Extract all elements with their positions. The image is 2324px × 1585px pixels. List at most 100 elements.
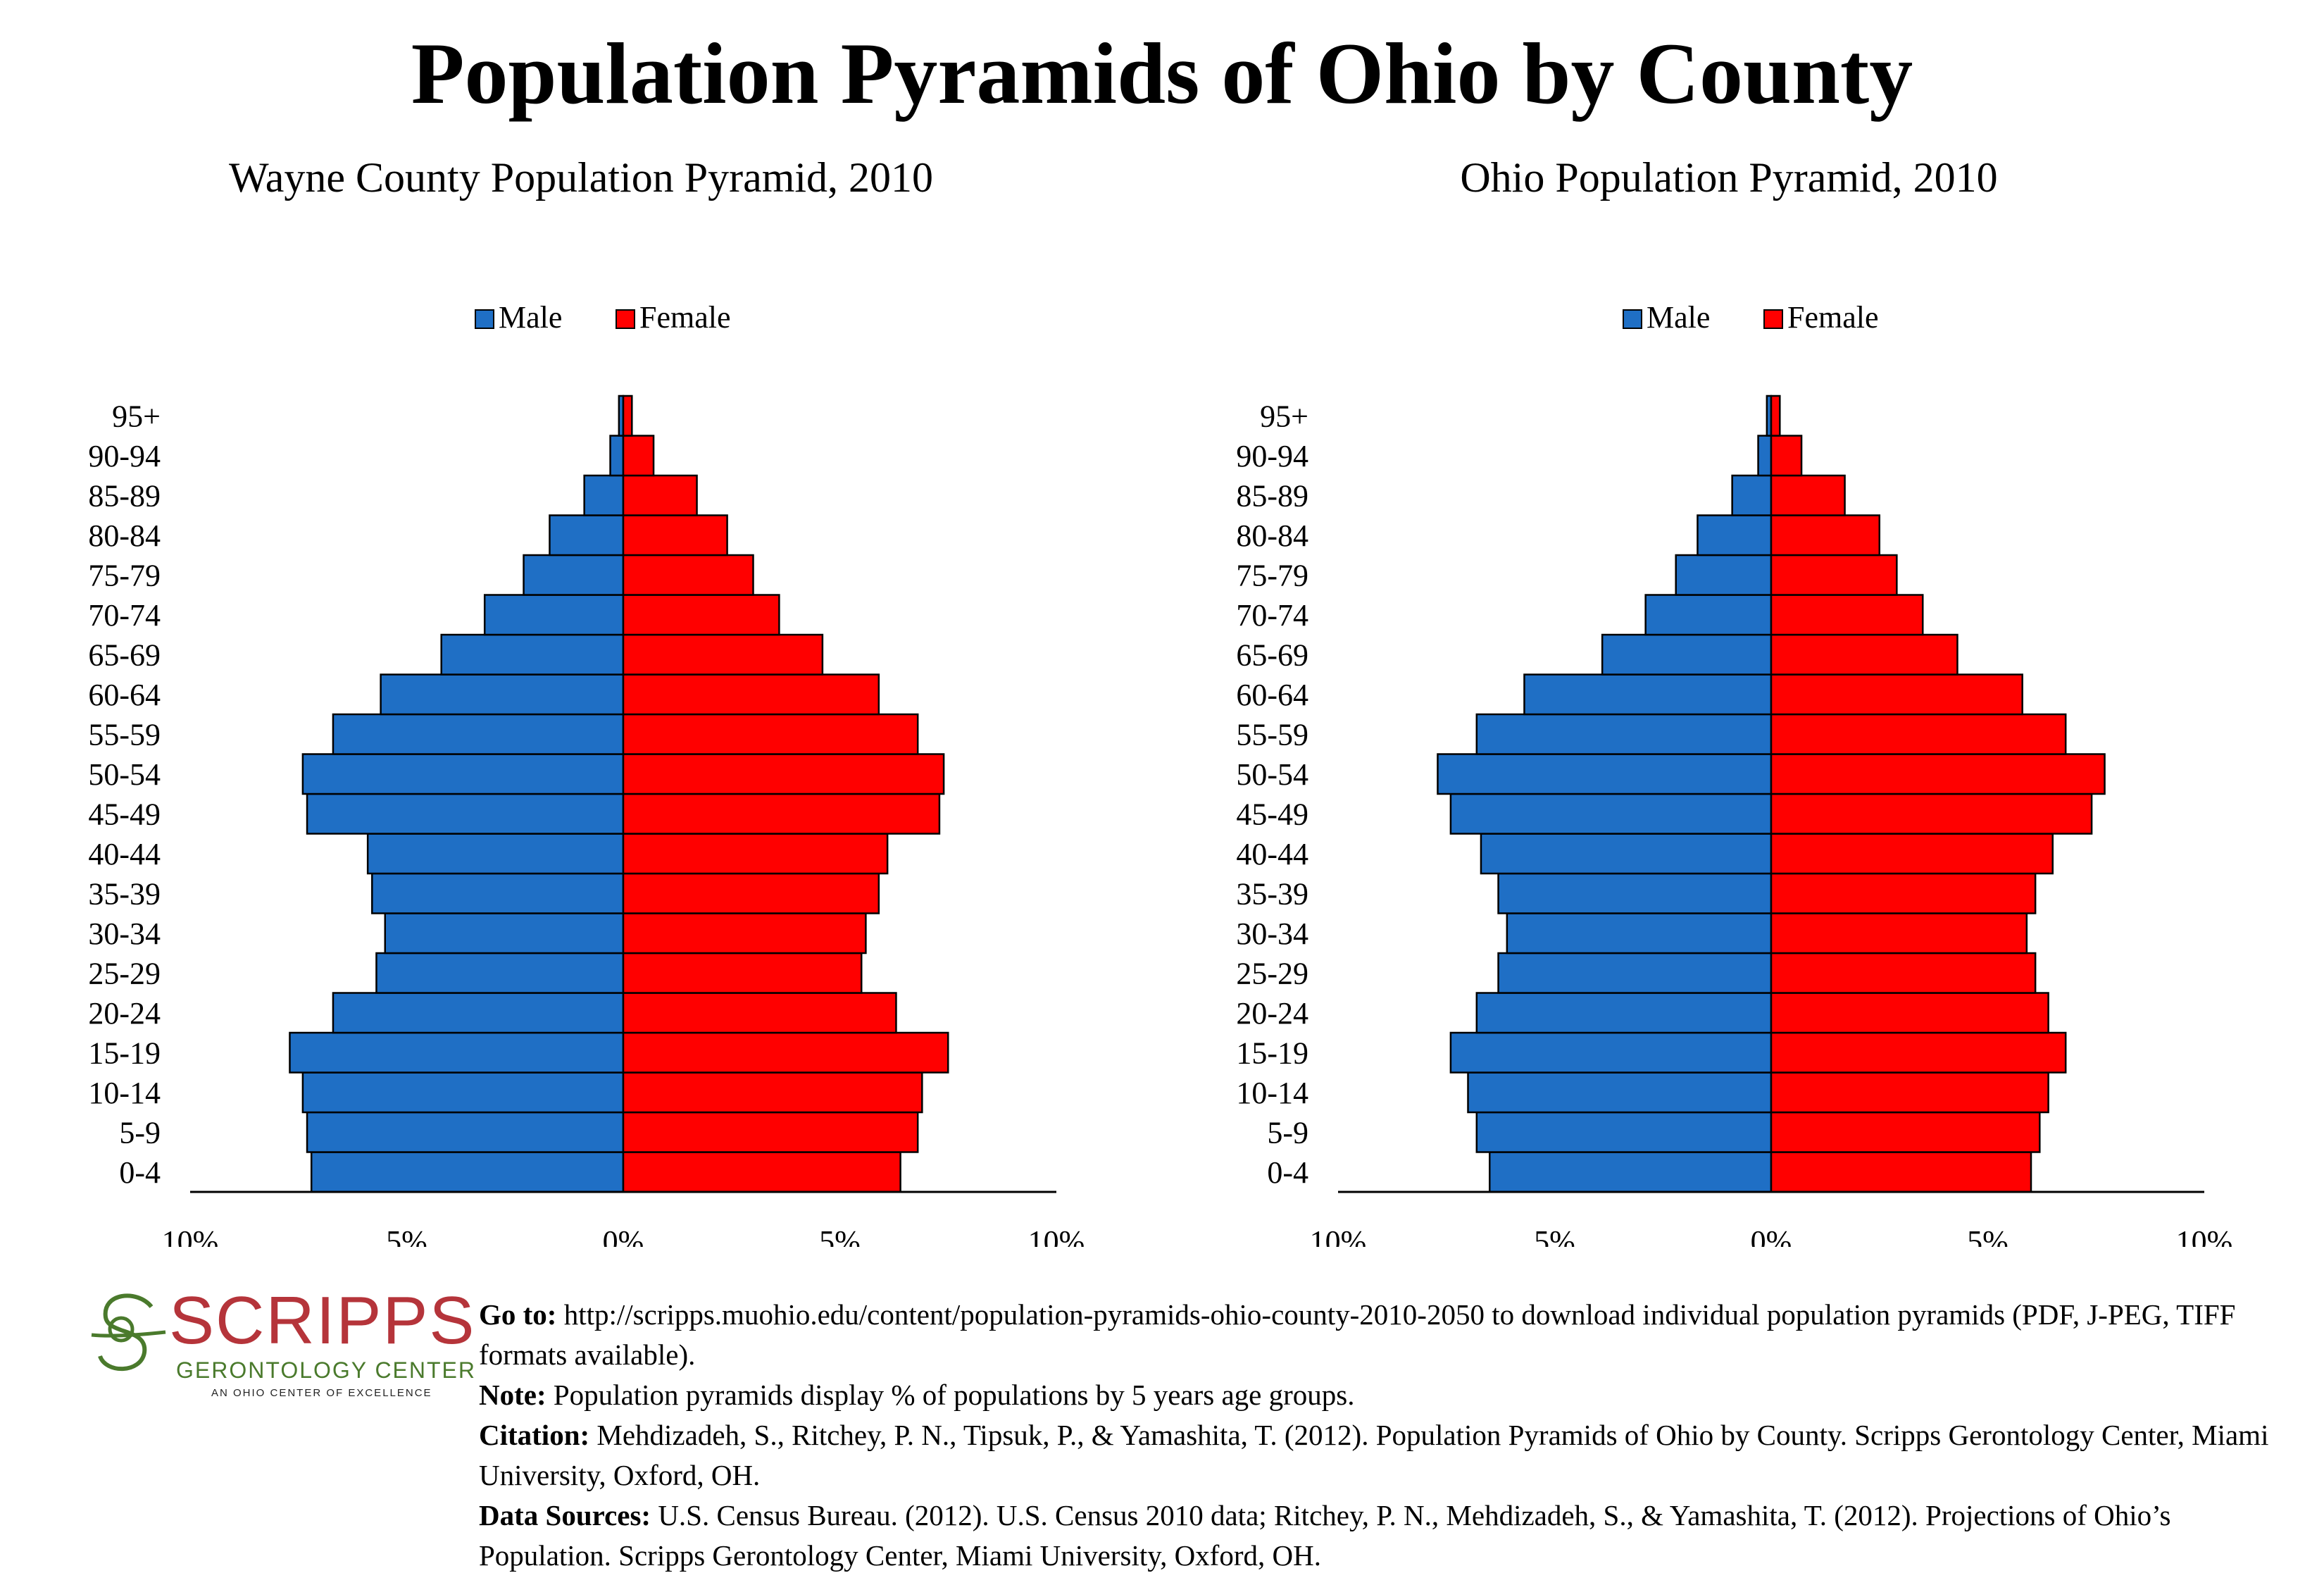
bar-male-80-84 <box>1697 514 1773 557</box>
age-label-75-79: 75-79 <box>1236 558 1308 592</box>
age-label-30-34: 30-34 <box>88 916 161 951</box>
age-label-35-39: 35-39 <box>1236 876 1308 911</box>
age-label-5-9: 5-9 <box>119 1115 161 1150</box>
bar-male-25-29 <box>375 952 625 994</box>
bar-male-5-9 <box>306 1111 625 1153</box>
bar-male-10-14 <box>1467 1071 1773 1114</box>
bar-female-95+ <box>622 394 633 437</box>
logo-name: SCRIPPS <box>169 1283 476 1358</box>
goto-text: http://scripps.muohio.edu/content/popula… <box>479 1298 2236 1371</box>
bar-male-55-59 <box>1475 713 1773 755</box>
chart-title: Ohio Population Pyramid, 2010 <box>1460 154 1997 201</box>
age-label-10-14: 10-14 <box>88 1076 161 1110</box>
age-label-50-54: 50-54 <box>88 757 161 792</box>
age-label-25-29: 25-29 <box>1236 956 1308 990</box>
sources-note: Data Sources: U.S. Census Bureau. (2012)… <box>479 1496 2310 1576</box>
bar-female-40-44 <box>622 833 889 875</box>
bar-female-65-69 <box>1770 633 1958 676</box>
note-label: Note: <box>479 1379 546 1411</box>
age-label-60-64: 60-64 <box>1236 678 1308 712</box>
age-label-55-59: 55-59 <box>1236 717 1308 752</box>
bar-female-55-59 <box>622 713 919 755</box>
bar-female-70-74 <box>622 594 780 636</box>
age-label-65-69: 65-69 <box>88 638 161 672</box>
bar-male-80-84 <box>549 514 625 557</box>
scripps-logo: SCRIPPS GERONTOLOGY CENTER AN OHIO CENTE… <box>85 1286 479 1412</box>
bar-male-35-39 <box>371 872 625 914</box>
bar-female-60-64 <box>622 673 880 716</box>
bar-female-25-29 <box>1770 952 2037 994</box>
age-label-35-39: 35-39 <box>88 876 161 911</box>
age-label-40-44: 40-44 <box>88 837 161 871</box>
wayne-county-pyramid-chart: Wayne County Population Pyramid, 2010 Mal… <box>88 154 1085 1247</box>
legend: Male Female <box>475 300 731 335</box>
bar-female-25-29 <box>622 952 863 994</box>
x-tick-label: 10% <box>2176 1224 2233 1247</box>
bar-female-45-49 <box>622 792 941 835</box>
bar-male-45-49 <box>1449 792 1773 835</box>
age-label-70-74: 70-74 <box>1236 598 1308 633</box>
bar-male-0-4 <box>1489 1151 1773 1193</box>
legend-swatch-female <box>1763 309 1783 329</box>
legend-swatch-male <box>1623 309 1642 329</box>
bar-female-40-44 <box>1770 833 2054 875</box>
ohio-pyramid-chart: Ohio Population Pyramid, 2010 Male Female 0… <box>1236 154 2233 1247</box>
main-title: Population Pyramids of Ohio by County <box>411 25 1913 122</box>
age-label-75-79: 75-79 <box>88 558 161 592</box>
age-label-85-89: 85-89 <box>88 478 161 513</box>
age-label-0-4: 0-4 <box>119 1155 161 1190</box>
legend-label-female: Female <box>639 300 731 335</box>
legend-swatch-male <box>475 309 494 329</box>
bar-male-30-34 <box>384 912 625 955</box>
bar-female-60-64 <box>1770 673 2023 716</box>
bar-male-5-9 <box>1475 1111 1773 1153</box>
bar-male-40-44 <box>366 833 625 875</box>
age-label-20-24: 20-24 <box>1236 996 1308 1031</box>
bar-male-65-69 <box>1601 633 1773 676</box>
age-label-95+: 95+ <box>1260 399 1308 433</box>
sources-text: U.S. Census Bureau. (2012). U.S. Census … <box>479 1499 2171 1572</box>
goto-note: Go to: http://scripps.muohio.edu/content… <box>479 1295 2310 1375</box>
x-tick-label: 5% <box>1534 1224 1575 1247</box>
bar-female-80-84 <box>1770 514 1880 557</box>
chart-title: Wayne County Population Pyramid, 2010 <box>229 154 933 201</box>
bar-female-90-94 <box>622 435 655 477</box>
bar-female-50-54 <box>622 753 945 795</box>
age-label-90-94: 90-94 <box>88 439 161 473</box>
bar-female-30-34 <box>1770 912 2028 955</box>
bar-female-45-49 <box>1770 792 2093 835</box>
age-label-65-69: 65-69 <box>1236 638 1308 672</box>
bar-male-50-54 <box>1437 753 1773 795</box>
age-label-80-84: 80-84 <box>1236 518 1308 553</box>
notes-block: Go to: http://scripps.muohio.edu/content… <box>479 1295 2310 1576</box>
bar-male-35-39 <box>1497 872 1773 914</box>
age-label-80-84: 80-84 <box>88 518 161 553</box>
bar-female-35-39 <box>1770 872 2037 914</box>
bar-male-60-64 <box>1523 673 1773 716</box>
bar-female-5-9 <box>622 1111 919 1153</box>
age-label-45-49: 45-49 <box>88 797 161 831</box>
age-label-85-89: 85-89 <box>1236 478 1308 513</box>
bar-female-20-24 <box>622 992 897 1034</box>
age-label-10-14: 10-14 <box>1236 1076 1308 1110</box>
scripps-swirl-icon <box>91 1293 166 1372</box>
logo-subtitle: GERONTOLOGY CENTER <box>176 1357 476 1383</box>
bar-female-10-14 <box>1770 1071 2049 1114</box>
legend-swatch-female <box>616 309 635 329</box>
bar-male-50-54 <box>301 753 625 795</box>
bar-male-55-59 <box>332 713 625 755</box>
bar-female-95+ <box>1770 394 1781 437</box>
age-label-5-9: 5-9 <box>1267 1115 1308 1150</box>
bar-male-15-19 <box>289 1031 625 1074</box>
bar-male-30-34 <box>1506 912 1773 955</box>
bar-male-0-4 <box>310 1151 625 1193</box>
citation-text: Mehdizadeh, S., Ritchey, P. N., Tipsuk, … <box>479 1419 2269 1491</box>
age-label-15-19: 15-19 <box>1236 1036 1308 1070</box>
bar-female-5-9 <box>1770 1111 2041 1153</box>
bar-female-90-94 <box>1770 435 1803 477</box>
bar-male-85-89 <box>1731 474 1773 516</box>
bar-male-15-19 <box>1449 1031 1773 1074</box>
goto-label: Go to: <box>479 1298 557 1331</box>
age-label-30-34: 30-34 <box>1236 916 1308 951</box>
age-label-95+: 95+ <box>112 399 161 433</box>
